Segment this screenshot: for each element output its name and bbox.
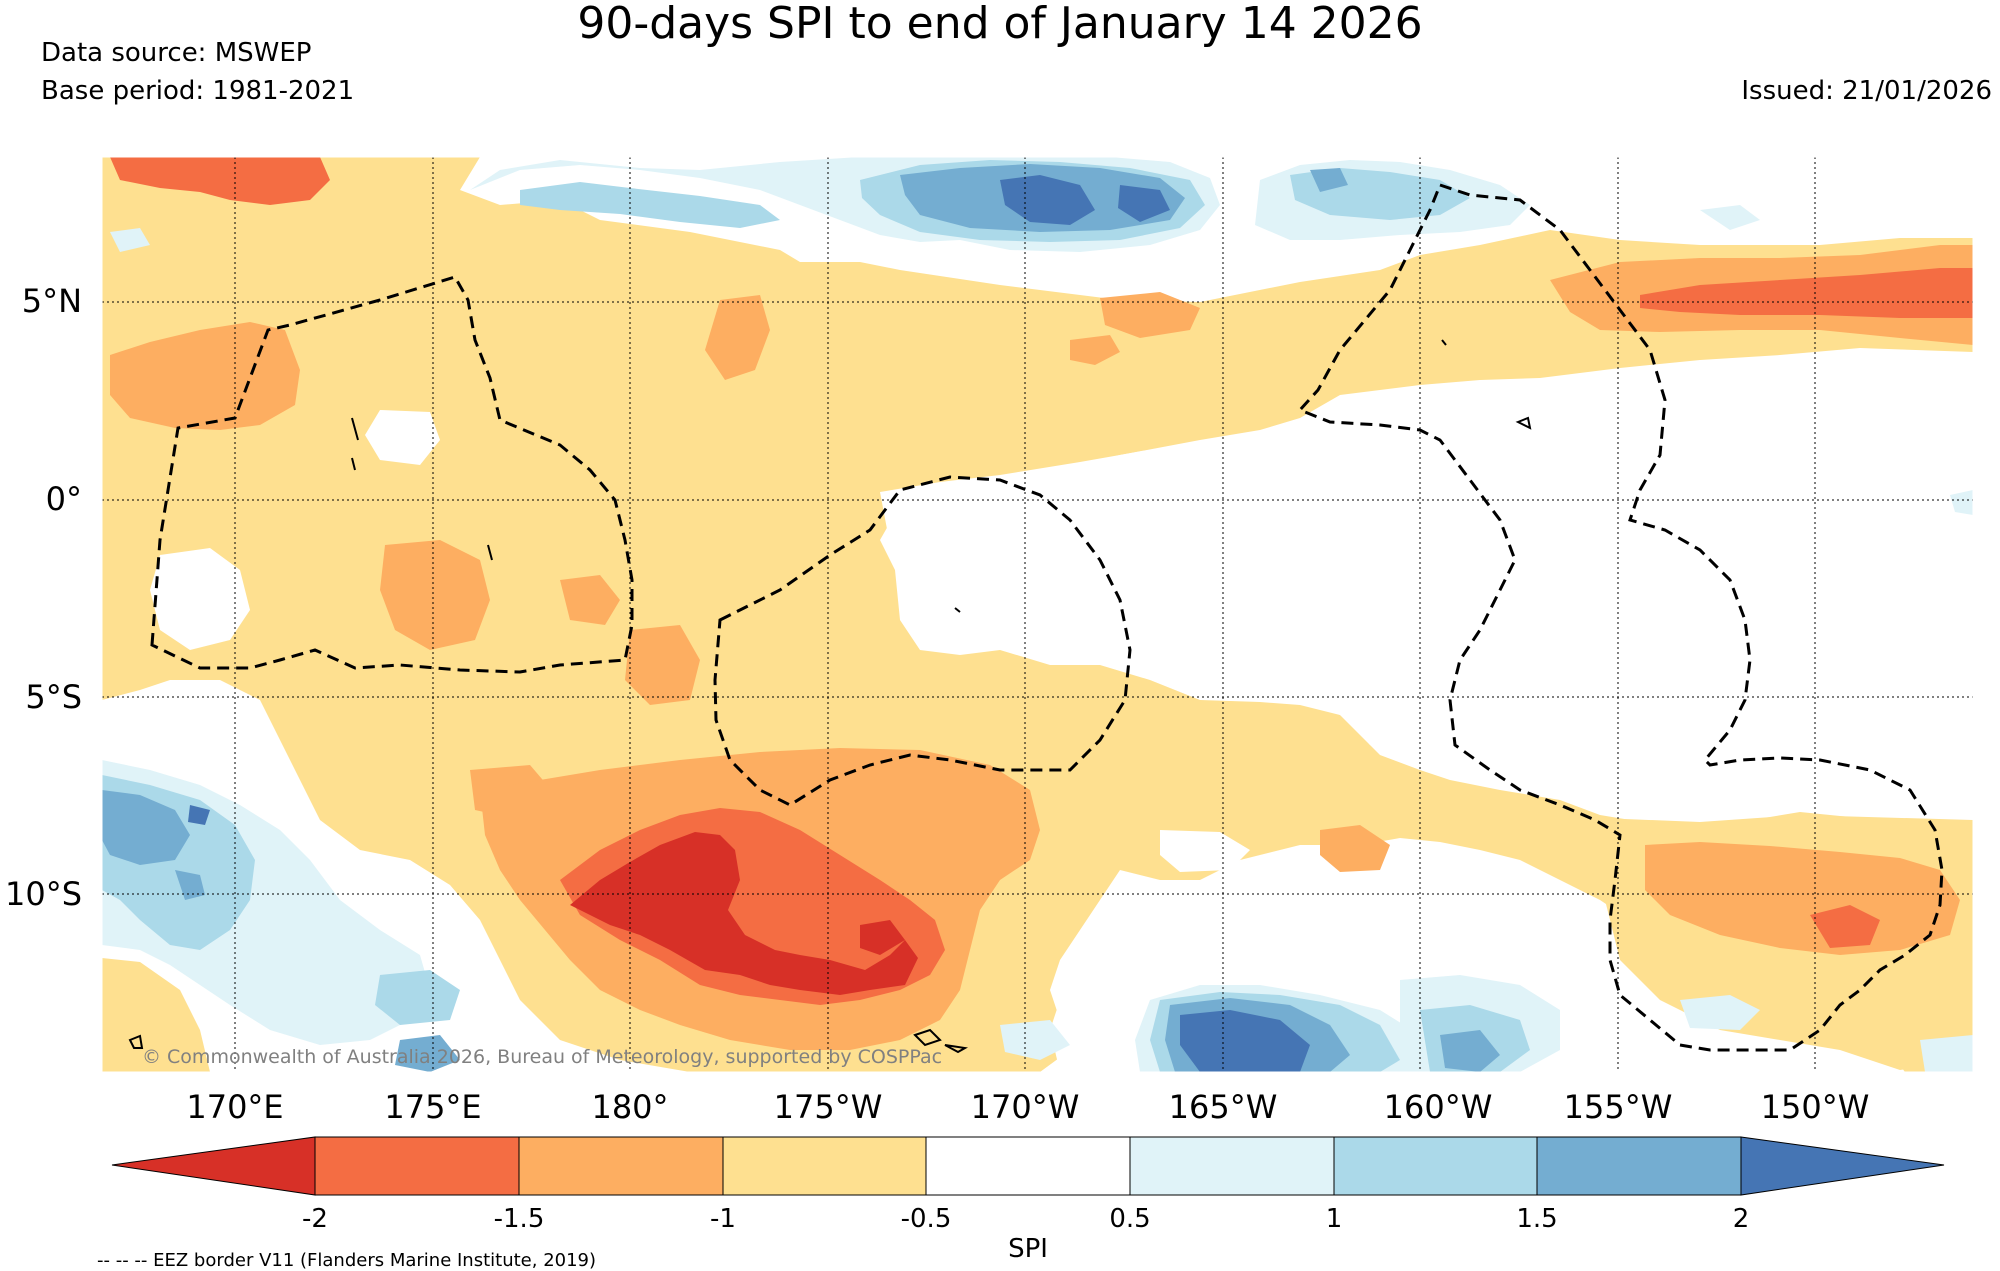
copyright-notice: © Commonwealth of Australia 2026, Bureau… — [142, 1046, 943, 1068]
colorbar-extend-low — [111, 1136, 316, 1196]
colorbar-bin — [1333, 1136, 1538, 1196]
spi-region-wet-southwest — [188, 805, 210, 825]
island — [1441, 339, 1447, 346]
colorbar-bin — [314, 1136, 520, 1196]
spi-region-severely-dry — [1810, 905, 1880, 948]
spi-region-wet-east — [1950, 490, 1973, 515]
colorbar-tick: -1 — [710, 1204, 736, 1234]
spi-region-moderately-dry — [380, 540, 490, 650]
colorbar-tick: 1 — [1326, 1204, 1343, 1234]
island — [351, 417, 359, 441]
spi-region-wet-north — [1118, 185, 1170, 222]
spi-region-wet-southwest — [375, 970, 460, 1025]
lon-label: 150°W — [1761, 1088, 1870, 1126]
island — [351, 457, 356, 471]
eez-footnote: -- -- -- EEZ border V11 (Flanders Marine… — [97, 1250, 597, 1271]
spi-region-wet-southeast — [1000, 1020, 1070, 1060]
colorbar-label: SPI — [1008, 1234, 1048, 1264]
spi-region-wet-southeast — [1920, 1035, 1973, 1072]
spi-region-moderately-dry — [560, 575, 620, 625]
spi-region-moderately-dry — [1100, 292, 1200, 338]
lon-label: 165°W — [1169, 1088, 1278, 1126]
island — [954, 607, 961, 613]
lon-label: 175°E — [384, 1088, 481, 1126]
spi-region-extremely-dry — [860, 920, 905, 955]
base-period: Base period: 1981-2021 — [41, 76, 355, 106]
spi-region-normal-patch — [365, 410, 440, 465]
spi-region-wet-southeast — [1440, 1030, 1500, 1072]
spi-region-wet-northeast — [1700, 205, 1760, 230]
island — [913, 1028, 942, 1047]
island — [128, 1034, 144, 1049]
spi-region-wet-southwest — [102, 790, 190, 865]
island — [487, 544, 493, 561]
spi-region-normal-patch — [1160, 830, 1250, 872]
spi-region-dry-southwest — [102, 958, 210, 1072]
spi-region-extremely-dry — [570, 832, 918, 995]
spi-region-moderately-dry — [625, 625, 700, 705]
spi-region-wet-south — [1180, 1010, 1310, 1072]
spi-region-severely-dry — [110, 157, 330, 205]
map-title: 90-days SPI to end of January 14 2026 — [577, 0, 1423, 49]
eez-border — [150, 275, 634, 674]
spi-region-wet-northwest — [110, 228, 150, 252]
spi-region-normal-patch — [150, 548, 250, 650]
lon-label: 170°W — [971, 1088, 1080, 1126]
eez-border — [1297, 183, 1944, 1052]
spi-field — [102, 157, 1973, 1072]
spi-region-wet-northeast — [1310, 168, 1348, 192]
colorbar-tick: -2 — [302, 1204, 328, 1234]
colorbar-tick: 2 — [1733, 1204, 1750, 1234]
colorbar-tick: -1.5 — [494, 1204, 545, 1234]
spi-region-moderately-dry — [110, 322, 300, 430]
data-source: Data source: MSWEP — [41, 38, 312, 68]
spi-region-wet-north — [1000, 175, 1095, 225]
lon-label: 155°W — [1564, 1088, 1673, 1126]
eez-borders — [150, 183, 1944, 1052]
latitude-labels: 5°N 0° 5°S 10°S — [5, 282, 82, 913]
lon-label: 160°W — [1384, 1088, 1493, 1126]
lon-label: 175°W — [774, 1088, 883, 1126]
spi-region-moderately-dry — [1320, 825, 1390, 872]
spi-region-wet-southeast — [1680, 995, 1760, 1030]
spi-region-wet-southwest — [395, 1035, 460, 1072]
spi-region-wet-southwest — [175, 870, 205, 900]
lon-label: 180° — [591, 1088, 668, 1126]
map-frame — [101, 156, 1974, 1073]
lat-label: 5°N — [22, 282, 82, 320]
map-graticule — [102, 157, 1973, 1072]
lat-label: 5°S — [25, 678, 82, 716]
lon-label: 170°E — [186, 1088, 283, 1126]
longitude-labels: 170°E 175°E 180° 175°W 170°W 165°W 160°W… — [186, 1088, 1869, 1126]
spi-region-moderately-dry — [705, 295, 770, 380]
colorbar-ticks: -2 -1.5 -1 -0.5 0.5 1 1.5 2 — [302, 1204, 1749, 1234]
colorbar — [111, 1136, 1945, 1196]
lat-label: 10°S — [5, 875, 82, 913]
spi-region-wet-north — [520, 182, 780, 228]
island — [944, 1044, 968, 1054]
island — [1515, 416, 1532, 430]
colorbar-tick: -0.5 — [901, 1204, 952, 1234]
eez-border — [713, 475, 1132, 807]
colorbar-bin — [1129, 1136, 1335, 1196]
colorbar-tick: 0.5 — [1109, 1204, 1150, 1234]
colorbar-bin — [518, 1136, 724, 1196]
spi-region-normal-central — [880, 352, 1973, 815]
colorbar-tick: 1.5 — [1516, 1204, 1557, 1234]
issued-date: Issued: 21/01/2026 — [1741, 76, 1992, 106]
islands — [128, 339, 1532, 1054]
spi-region-severely-dry — [1640, 268, 1973, 318]
colorbar-extend-high — [1740, 1136, 1945, 1196]
lat-label: 0° — [46, 480, 82, 518]
spi-region-moderately-dry — [1070, 335, 1120, 365]
colorbar-bin — [925, 1136, 1131, 1196]
colorbar-bin — [722, 1136, 927, 1196]
colorbar-bin — [1536, 1136, 1742, 1196]
spi-region-moderately-dry — [1645, 842, 1960, 955]
